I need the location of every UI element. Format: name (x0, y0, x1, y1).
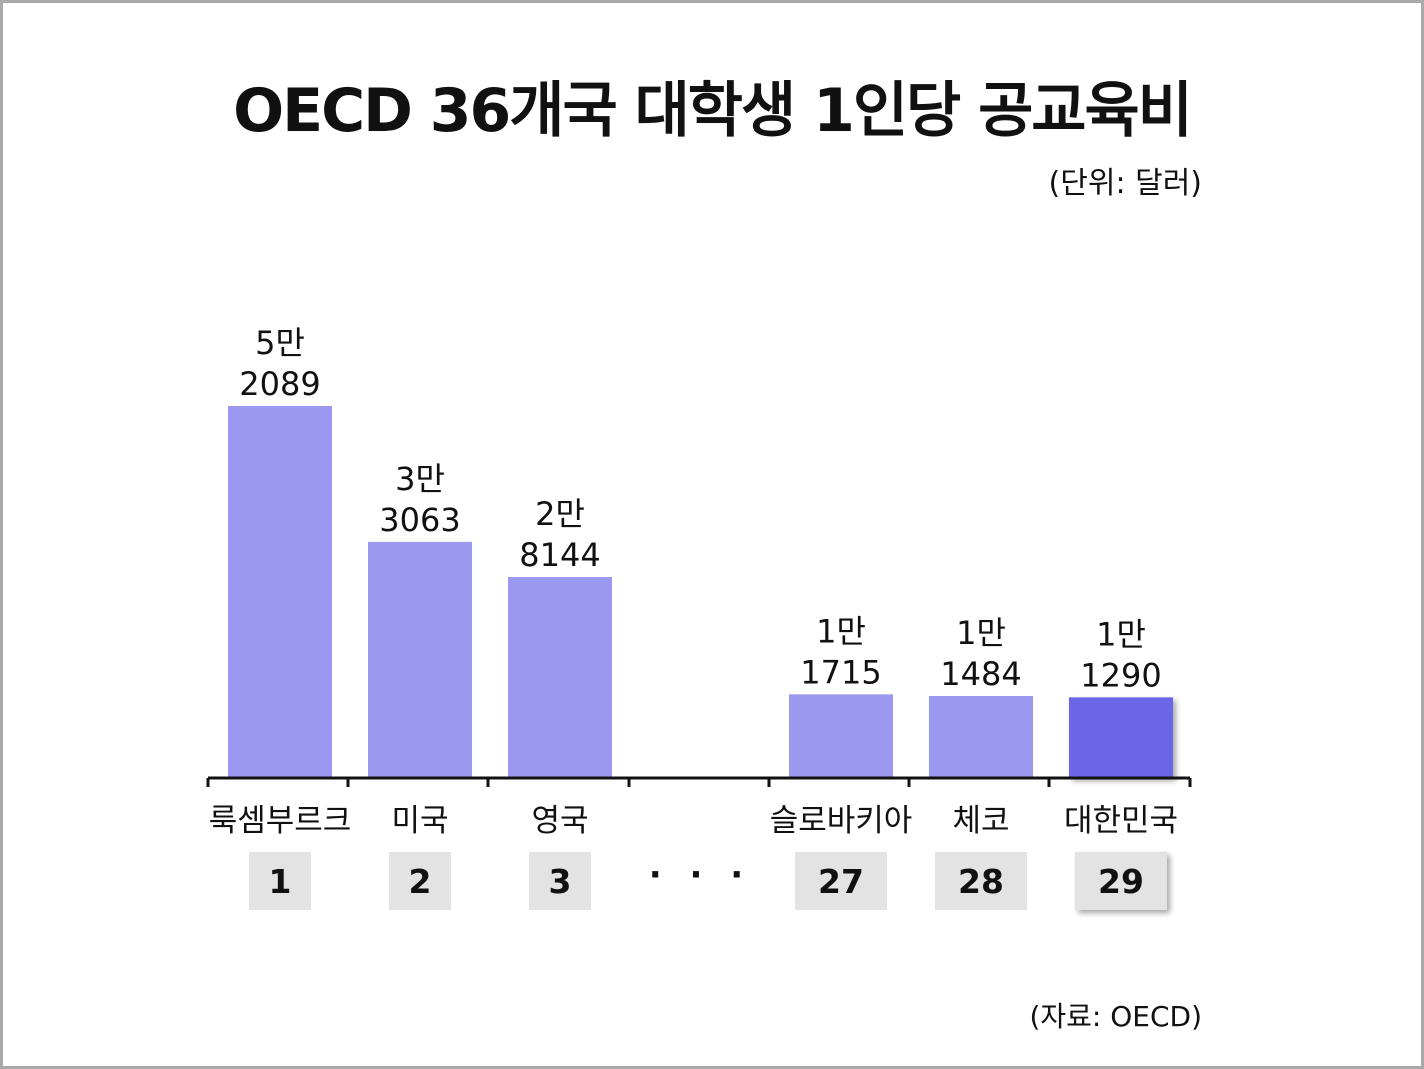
value-label-top: 1만 (816, 612, 866, 650)
bar-4 (789, 694, 893, 778)
category-label: 미국 (391, 803, 448, 839)
bar-5 (929, 695, 1033, 778)
rank-label: 28 (958, 862, 1004, 901)
value-label-top: 2만 (535, 495, 585, 533)
rank-label: 2 (409, 862, 432, 901)
category-label: 대한민국 (1064, 803, 1178, 839)
value-label-bottom: 3063 (379, 501, 460, 539)
unit-label: (단위: 달러) (1048, 166, 1202, 201)
value-label-top: 3만 (395, 460, 445, 498)
rank-badge (389, 852, 451, 910)
rank-label: 1 (269, 862, 292, 901)
rank-badge (1075, 852, 1167, 910)
value-label-bottom: 8144 (519, 536, 600, 574)
chart-title: OECD 36개국 대학생 1인당 공교육비 (233, 76, 1193, 146)
rank-label: 3 (549, 862, 572, 901)
rank-badge (249, 852, 311, 910)
rank-label: 29 (1098, 862, 1144, 901)
value-label-top: 1만 (1096, 615, 1146, 653)
bar-3 (508, 577, 612, 778)
category-label: 체코 (952, 803, 1009, 839)
value-label-top: 1만 (956, 614, 1006, 652)
category-label: 룩셈부르크 (209, 803, 352, 839)
value-label-bottom: 2089 (239, 365, 320, 403)
value-label-bottom: 1484 (940, 655, 1021, 693)
value-label-top: 5만 (255, 324, 305, 362)
value-label-bottom: 1715 (800, 653, 881, 691)
rank-badge (795, 852, 887, 910)
bar-2 (368, 541, 472, 778)
source-label: (자료: OECD) (1029, 1000, 1202, 1033)
ellipsis-label: · · · (649, 855, 751, 895)
category-label: 슬로바키아 (770, 803, 913, 839)
bar-1 (228, 406, 332, 778)
rank-badge (529, 852, 591, 910)
rank-label: 27 (818, 862, 864, 901)
bar-6 (1069, 697, 1173, 778)
category-label: 영국 (531, 803, 588, 839)
rank-badge (935, 852, 1027, 910)
value-label-bottom: 1290 (1080, 656, 1161, 694)
